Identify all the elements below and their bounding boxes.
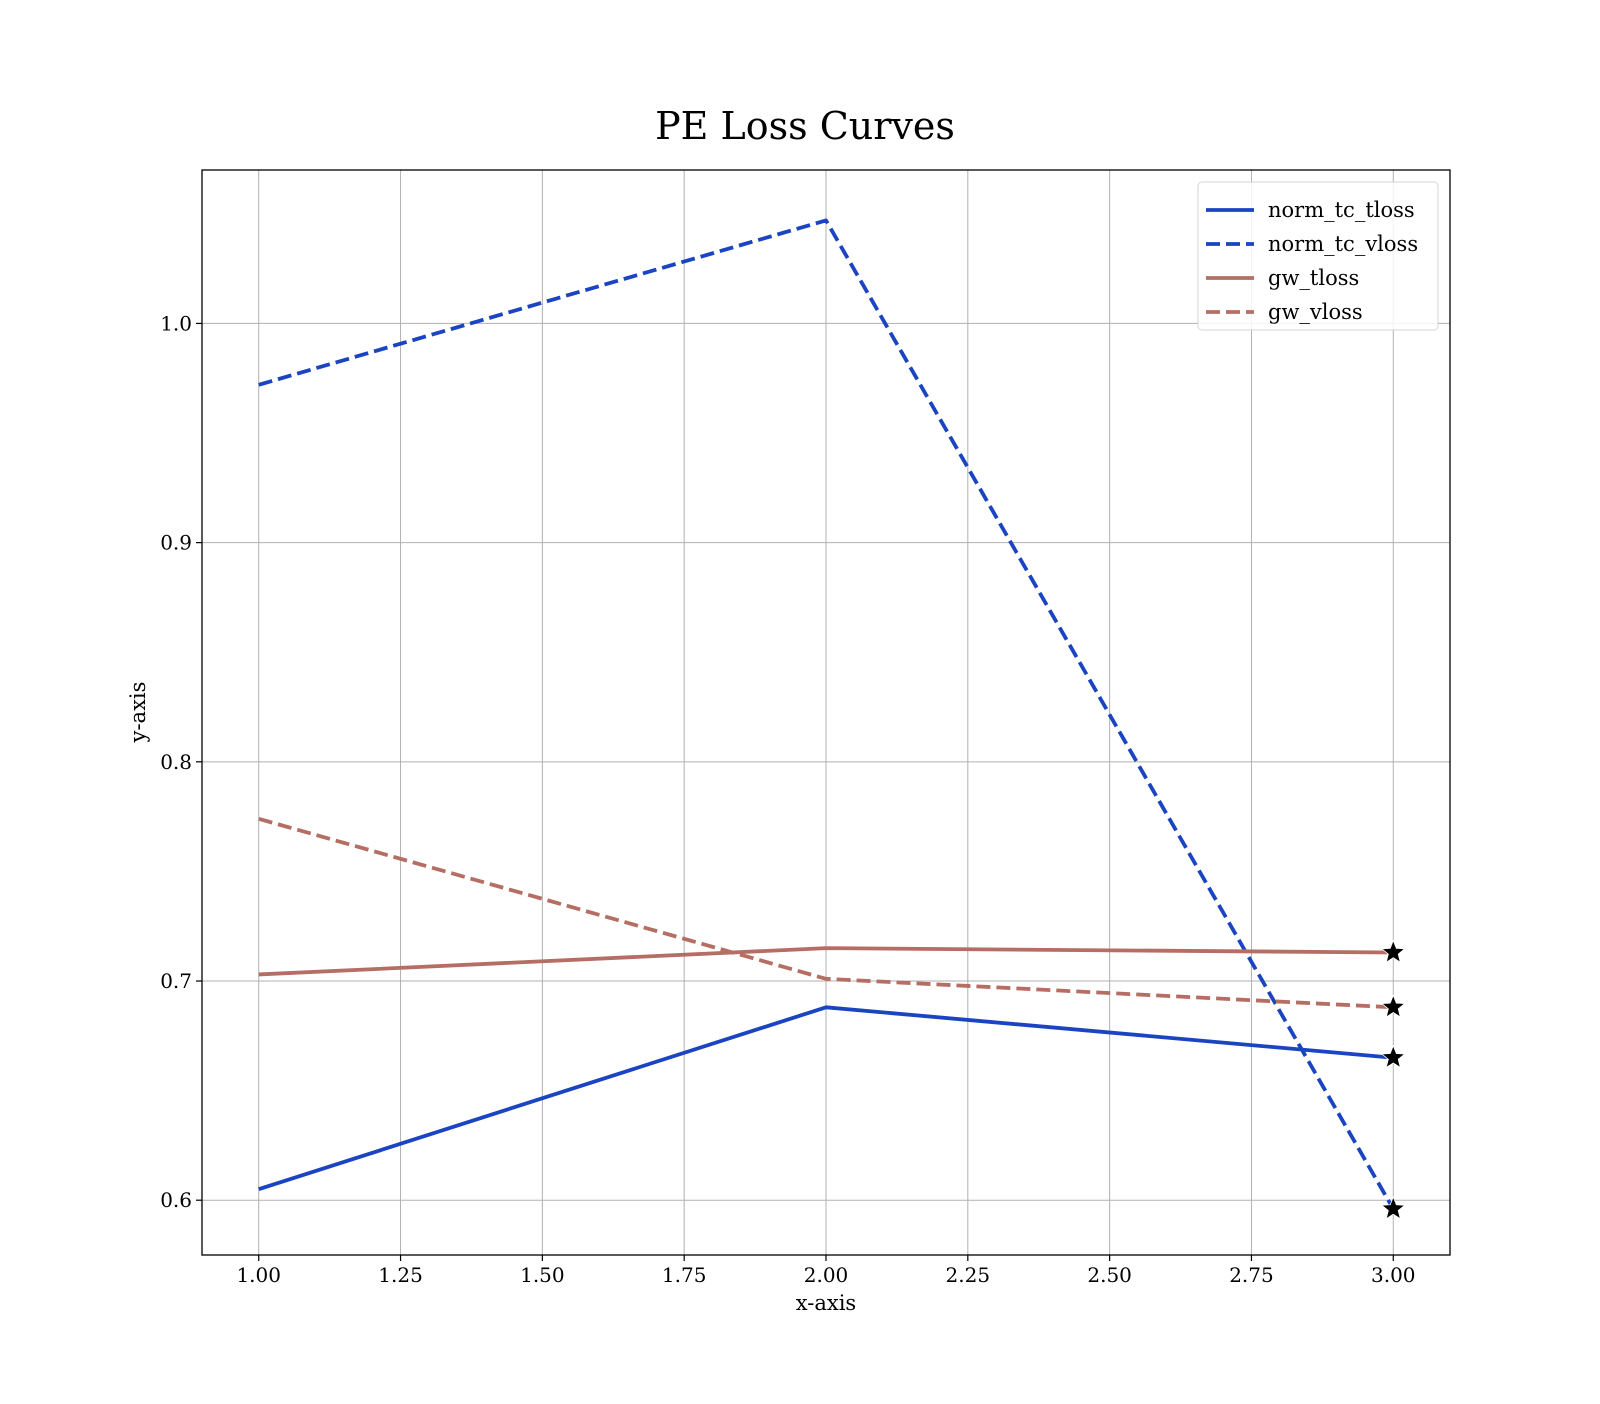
chart-title: PE Loss Curves	[655, 104, 955, 148]
series-layer	[258, 218, 1395, 1210]
x-tick-label: 2.75	[1229, 1263, 1274, 1287]
end-marker-norm_tc_tloss	[1380, 1044, 1406, 1069]
x-tick-label: 2.50	[1087, 1263, 1132, 1287]
marker-layer	[1380, 939, 1406, 1220]
y-axis-label: y-axis	[126, 682, 150, 744]
x-tick-label: 2.00	[804, 1263, 849, 1287]
end-marker-norm_tc_vloss	[1380, 1195, 1406, 1220]
y-tick-label: 1.0	[160, 311, 192, 335]
end-marker-gw_tloss	[1380, 939, 1406, 964]
x-tick-label: 1.50	[520, 1263, 565, 1287]
legend-label: gw_tloss	[1268, 266, 1359, 290]
series-line-norm_tc_tloss	[258, 1005, 1394, 1192]
x-tick-label: 3.00	[1371, 1263, 1416, 1287]
series-line-gw_vloss	[258, 816, 1394, 1010]
series-line-gw_tloss	[258, 946, 1394, 977]
y-tick-label: 0.8	[160, 750, 192, 774]
x-axis-label: x-axis	[796, 1291, 856, 1315]
grid-layer	[202, 170, 1450, 1255]
y-tick-label: 0.7	[160, 969, 192, 993]
x-tick-label: 1.75	[662, 1263, 707, 1287]
legend: norm_tc_tloss norm_tc_vloss gw_tloss gw_vlo…	[1197, 181, 1439, 331]
y-tick-label: 0.9	[160, 531, 192, 555]
x-tick-label: 1.25	[378, 1263, 423, 1287]
series-line-norm_tc_vloss	[258, 218, 1395, 1210]
legend-label: norm_tc_tloss	[1268, 198, 1415, 222]
y-tick-label: 0.6	[160, 1188, 192, 1212]
legend-label: norm_tc_vloss	[1268, 232, 1418, 256]
x-tick-label: 1.00	[236, 1263, 281, 1287]
tick-layer: 1.00 1.25 1.50 1.75 2.00 2.25 2.50 2.75 3.00 0.6 0…	[160, 311, 1415, 1287]
x-tick-label: 2.25	[946, 1263, 991, 1287]
legend-label: gw_vloss	[1268, 300, 1363, 324]
end-marker-gw_vloss	[1380, 994, 1406, 1018]
legend-box	[1197, 181, 1439, 331]
